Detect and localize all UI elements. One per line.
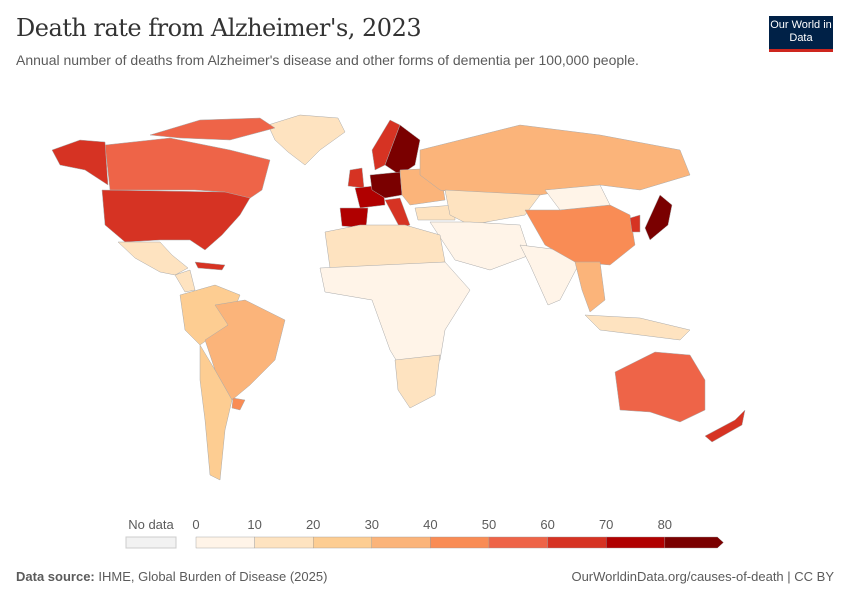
country-southern-africa[interactable] bbox=[394, 354, 441, 409]
source-label: Data source: bbox=[16, 569, 95, 584]
legend-bin-40-50[interactable] bbox=[430, 536, 490, 549]
legend-tick-label: 50 bbox=[482, 517, 496, 532]
country-italy[interactable] bbox=[384, 197, 411, 229]
legend-bin-50-60[interactable] bbox=[488, 536, 548, 549]
source-text[interactable]: IHME, Global Burden of Disease (2025) bbox=[98, 569, 328, 584]
chart-subtitle: Annual number of deaths from Alzheimer's… bbox=[16, 52, 639, 68]
country-indonesia[interactable] bbox=[584, 314, 691, 341]
legend-tick-label: 80 bbox=[658, 517, 672, 532]
country-arctic-canada[interactable] bbox=[149, 117, 276, 141]
legend-bin-60-70[interactable] bbox=[547, 536, 607, 549]
legend-bin-0-10[interactable] bbox=[195, 536, 255, 549]
country-alaska[interactable] bbox=[51, 139, 109, 186]
country-australia[interactable] bbox=[614, 351, 706, 423]
country-uruguay[interactable] bbox=[231, 397, 246, 411]
legend-tick-label: 10 bbox=[247, 517, 261, 532]
country-central-europe[interactable] bbox=[369, 171, 403, 199]
country-brazil[interactable] bbox=[204, 299, 286, 401]
country-japan[interactable] bbox=[644, 194, 673, 241]
country-new-zealand[interactable] bbox=[704, 409, 746, 443]
legend-tick-label: 20 bbox=[306, 517, 320, 532]
legend-no-data-swatch bbox=[125, 536, 177, 549]
country-argentina-chile[interactable] bbox=[199, 344, 233, 481]
legend-tick-label: 60 bbox=[540, 517, 554, 532]
legend-bin-70-80[interactable] bbox=[606, 536, 666, 549]
legend: No data 0 10 20 30 40 50 60 70 80 bbox=[125, 517, 724, 549]
legend-tick-label: 70 bbox=[599, 517, 613, 532]
country-central-asia[interactable] bbox=[444, 189, 541, 226]
country-russia[interactable] bbox=[419, 124, 691, 196]
country-turkey[interactable] bbox=[414, 204, 456, 221]
country-caribbean[interactable] bbox=[194, 261, 226, 271]
legend-tick-label: 0 bbox=[192, 517, 199, 532]
legend-bin-20-30[interactable] bbox=[313, 536, 373, 549]
country-central-america[interactable] bbox=[174, 269, 196, 293]
data-source: Data source: IHME, Global Burden of Dise… bbox=[16, 569, 327, 584]
legend-tick-label: 30 bbox=[365, 517, 379, 532]
country-usa[interactable] bbox=[101, 189, 251, 251]
country-mexico[interactable] bbox=[117, 241, 189, 276]
country-north-africa[interactable] bbox=[324, 224, 446, 269]
country-mongolia[interactable] bbox=[544, 184, 611, 211]
legend-no-data-label: No data bbox=[128, 517, 174, 532]
footer-url[interactable]: OurWorldinData.org/causes-of-death | CC … bbox=[571, 569, 834, 584]
country-southeast-asia[interactable] bbox=[574, 261, 606, 313]
legend-bin-30-40[interactable] bbox=[371, 536, 431, 549]
country-africa[interactable] bbox=[319, 261, 471, 376]
chart-title: Death rate from Alzheimer's, 2023 bbox=[16, 14, 422, 42]
country-greenland[interactable] bbox=[267, 114, 346, 166]
country-uk-ireland[interactable] bbox=[347, 167, 365, 189]
owid-logo[interactable]: Our World in Data bbox=[769, 16, 833, 52]
legend-bin-10-20[interactable] bbox=[254, 536, 314, 549]
legend-bin-80+[interactable] bbox=[664, 536, 724, 549]
country-canada[interactable] bbox=[104, 137, 271, 206]
country-korea[interactable] bbox=[629, 214, 641, 233]
legend-tick-label: 40 bbox=[423, 517, 437, 532]
